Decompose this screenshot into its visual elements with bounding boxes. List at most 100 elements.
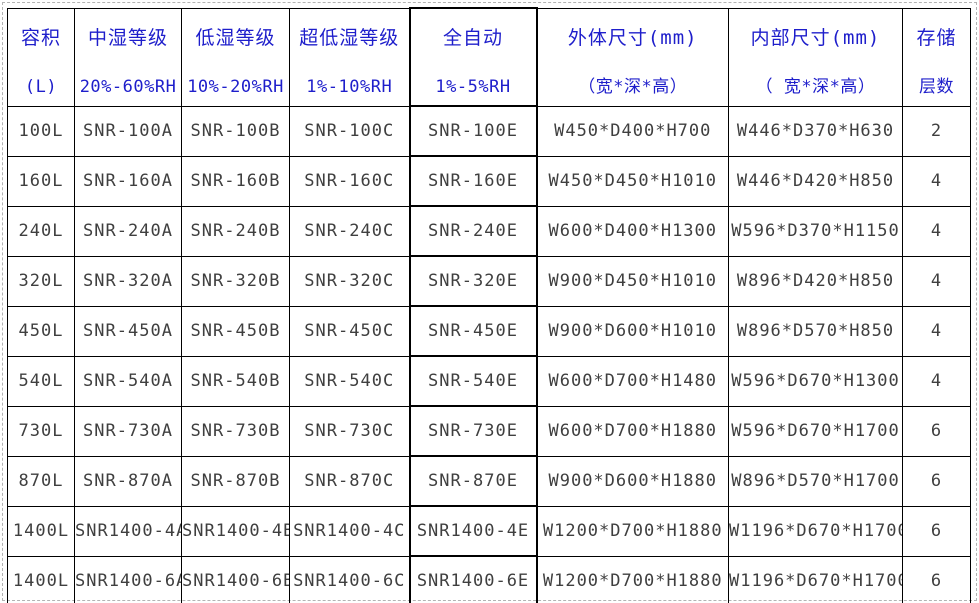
cell-model-full-auto: SNR-450E	[408, 305, 538, 357]
cell-model-mid: SNR1400-4A	[74, 505, 182, 557]
header-external-dims-line1: 外体尺寸(mm)	[567, 27, 698, 49]
table-row: 1400L SNR1400-4A SNR1400-4B SNR1400-4C S…	[7, 505, 971, 557]
table-row: 540L SNR-540A SNR-540B SNR-540C SNR-540E…	[7, 355, 971, 407]
cell-external-dims: W600*D400*H1300	[536, 205, 729, 257]
cell-internal-dims: W596*D670*H1300	[728, 355, 903, 407]
cell-external-dims: W900*D600*H1010	[536, 305, 729, 357]
cell-model-low: SNR-240B	[181, 205, 290, 257]
cell-capacity: 870L	[7, 455, 75, 507]
cell-storage-layers: 4	[902, 355, 971, 407]
cell-model-full-auto: SNR-730E	[408, 405, 538, 457]
cell-model-mid: SNR-160A	[74, 155, 182, 207]
cell-model-mid: SNR-540A	[74, 355, 182, 407]
cell-storage-layers: 4	[902, 305, 971, 357]
product-spec-table: 容积 (L) 中湿等级 20%-60%RH 低湿等级 10%-20%RH	[7, 7, 971, 603]
table-row: 100L SNR-100A SNR-100B SNR-100C SNR-100E…	[7, 105, 971, 157]
cell-model-ultra-low: SNR-240C	[289, 205, 410, 257]
header-storage-layers-line1: 存储	[916, 27, 957, 49]
cell-model-ultra-low: SNR1400-4C	[289, 505, 410, 557]
cell-model-ultra-low: SNR-160C	[289, 155, 410, 207]
header-storage-layers: 存储 层数	[902, 7, 971, 107]
cell-model-ultra-low: SNR-870C	[289, 455, 410, 507]
cell-model-full-auto: SNR-100E	[408, 105, 538, 157]
cell-external-dims: W900*D600*H1880	[536, 455, 729, 507]
cell-capacity: 450L	[7, 305, 75, 357]
cell-model-full-auto: SNR-240E	[408, 205, 538, 257]
header-full-auto-line2: 1%-5%RH	[435, 77, 511, 97]
cell-model-ultra-low: SNR-730C	[289, 405, 410, 457]
cell-internal-dims: W596*D670*H1700	[728, 405, 903, 457]
cell-model-low: SNR-730B	[181, 405, 290, 457]
cell-model-full-auto: SNR1400-6E	[408, 555, 538, 603]
cell-internal-dims: W896*D570*H1700	[728, 455, 903, 507]
cell-storage-layers: 4	[902, 155, 971, 207]
cell-model-ultra-low: SNR-100C	[289, 105, 410, 157]
cell-model-low: SNR-540B	[181, 355, 290, 407]
cell-model-mid: SNR-870A	[74, 455, 182, 507]
header-capacity-line1: 容积	[20, 27, 61, 49]
cell-model-ultra-low: SNR-450C	[289, 305, 410, 357]
cell-model-ultra-low: SNR-540C	[289, 355, 410, 407]
cell-model-mid: SNR-240A	[74, 205, 182, 257]
cell-external-dims: W1200*D700*H1880	[536, 555, 729, 603]
header-external-dims: 外体尺寸(mm) （宽*深*高）	[536, 7, 729, 107]
cell-storage-layers: 4	[902, 255, 971, 307]
header-internal-dims-line1: 内部尺寸(mm)	[750, 27, 881, 49]
cell-internal-dims: W896*D570*H850	[728, 305, 903, 357]
cell-storage-layers: 6	[902, 455, 971, 507]
table-header: 容积 (L) 中湿等级 20%-60%RH 低湿等级 10%-20%RH	[7, 7, 971, 107]
cell-model-full-auto: SNR1400-4E	[408, 505, 538, 557]
cell-external-dims: W600*D700*H1880	[536, 405, 729, 457]
cell-model-full-auto: SNR-540E	[408, 355, 538, 407]
cell-internal-dims: W446*D420*H850	[728, 155, 903, 207]
cell-model-mid: SNR-450A	[74, 305, 182, 357]
cell-storage-layers: 6	[902, 555, 971, 603]
header-storage-layers-line2: 层数	[919, 77, 954, 97]
table-row: 730L SNR-730A SNR-730B SNR-730C SNR-730E…	[7, 405, 971, 457]
cell-model-full-auto: SNR-320E	[408, 255, 538, 307]
cell-model-mid: SNR-730A	[74, 405, 182, 457]
header-mid-humidity: 中湿等级 20%-60%RH	[74, 7, 182, 107]
cell-external-dims: W900*D450*H1010	[536, 255, 729, 307]
cell-model-mid: SNR1400-6A	[74, 555, 182, 603]
cell-model-mid: SNR-100A	[74, 105, 182, 157]
header-ultra-low-humidity-line2: 1%-10%RH	[306, 77, 393, 97]
table-row: 160L SNR-160A SNR-160B SNR-160C SNR-160E…	[7, 155, 971, 207]
cell-capacity: 1400L	[7, 505, 75, 557]
cell-capacity: 320L	[7, 255, 75, 307]
cell-storage-layers: 4	[902, 205, 971, 257]
cell-model-ultra-low: SNR1400-6C	[289, 555, 410, 603]
cell-internal-dims: W1196*D670*H1700	[728, 555, 903, 603]
cell-model-ultra-low: SNR-320C	[289, 255, 410, 307]
cell-internal-dims: W1196*D670*H1700	[728, 505, 903, 557]
header-low-humidity-line2: 10%-20%RH	[187, 77, 284, 97]
cell-internal-dims: W446*D370*H630	[728, 105, 903, 157]
header-capacity: 容积 (L)	[7, 7, 75, 107]
header-internal-dims-line2: （ 宽*深*高）	[755, 77, 876, 97]
header-full-auto-line1: 全自动	[442, 27, 503, 49]
cell-model-low: SNR-450B	[181, 305, 290, 357]
table-row: 870L SNR-870A SNR-870B SNR-870C SNR-870E…	[7, 455, 971, 507]
cell-model-low: SNR-100B	[181, 105, 290, 157]
cell-capacity: 1400L	[7, 555, 75, 603]
cell-external-dims: W600*D700*H1480	[536, 355, 729, 407]
header-ultra-low-humidity: 超低湿等级 1%-10%RH	[289, 7, 410, 107]
header-mid-humidity-line2: 20%-60%RH	[79, 77, 177, 97]
cell-internal-dims: W896*D420*H850	[728, 255, 903, 307]
cell-model-full-auto: SNR-160E	[408, 155, 538, 207]
cell-model-low: SNR1400-6B	[181, 555, 290, 603]
header-full-auto: 全自动 1%-5%RH	[408, 7, 538, 107]
table-body: 100L SNR-100A SNR-100B SNR-100C SNR-100E…	[7, 105, 971, 603]
cell-model-mid: SNR-320A	[74, 255, 182, 307]
cell-external-dims: W450*D450*H1010	[536, 155, 729, 207]
cell-external-dims: W450*D400*H700	[536, 105, 729, 157]
header-low-humidity-line1: 低湿等级	[195, 27, 276, 49]
cell-capacity: 100L	[7, 105, 75, 157]
cell-storage-layers: 2	[902, 105, 971, 157]
header-ultra-low-humidity-line1: 超低湿等级	[299, 27, 400, 49]
cell-model-low: SNR-160B	[181, 155, 290, 207]
cell-model-low: SNR-870B	[181, 455, 290, 507]
cell-storage-layers: 6	[902, 505, 971, 557]
cell-capacity: 730L	[7, 405, 75, 457]
